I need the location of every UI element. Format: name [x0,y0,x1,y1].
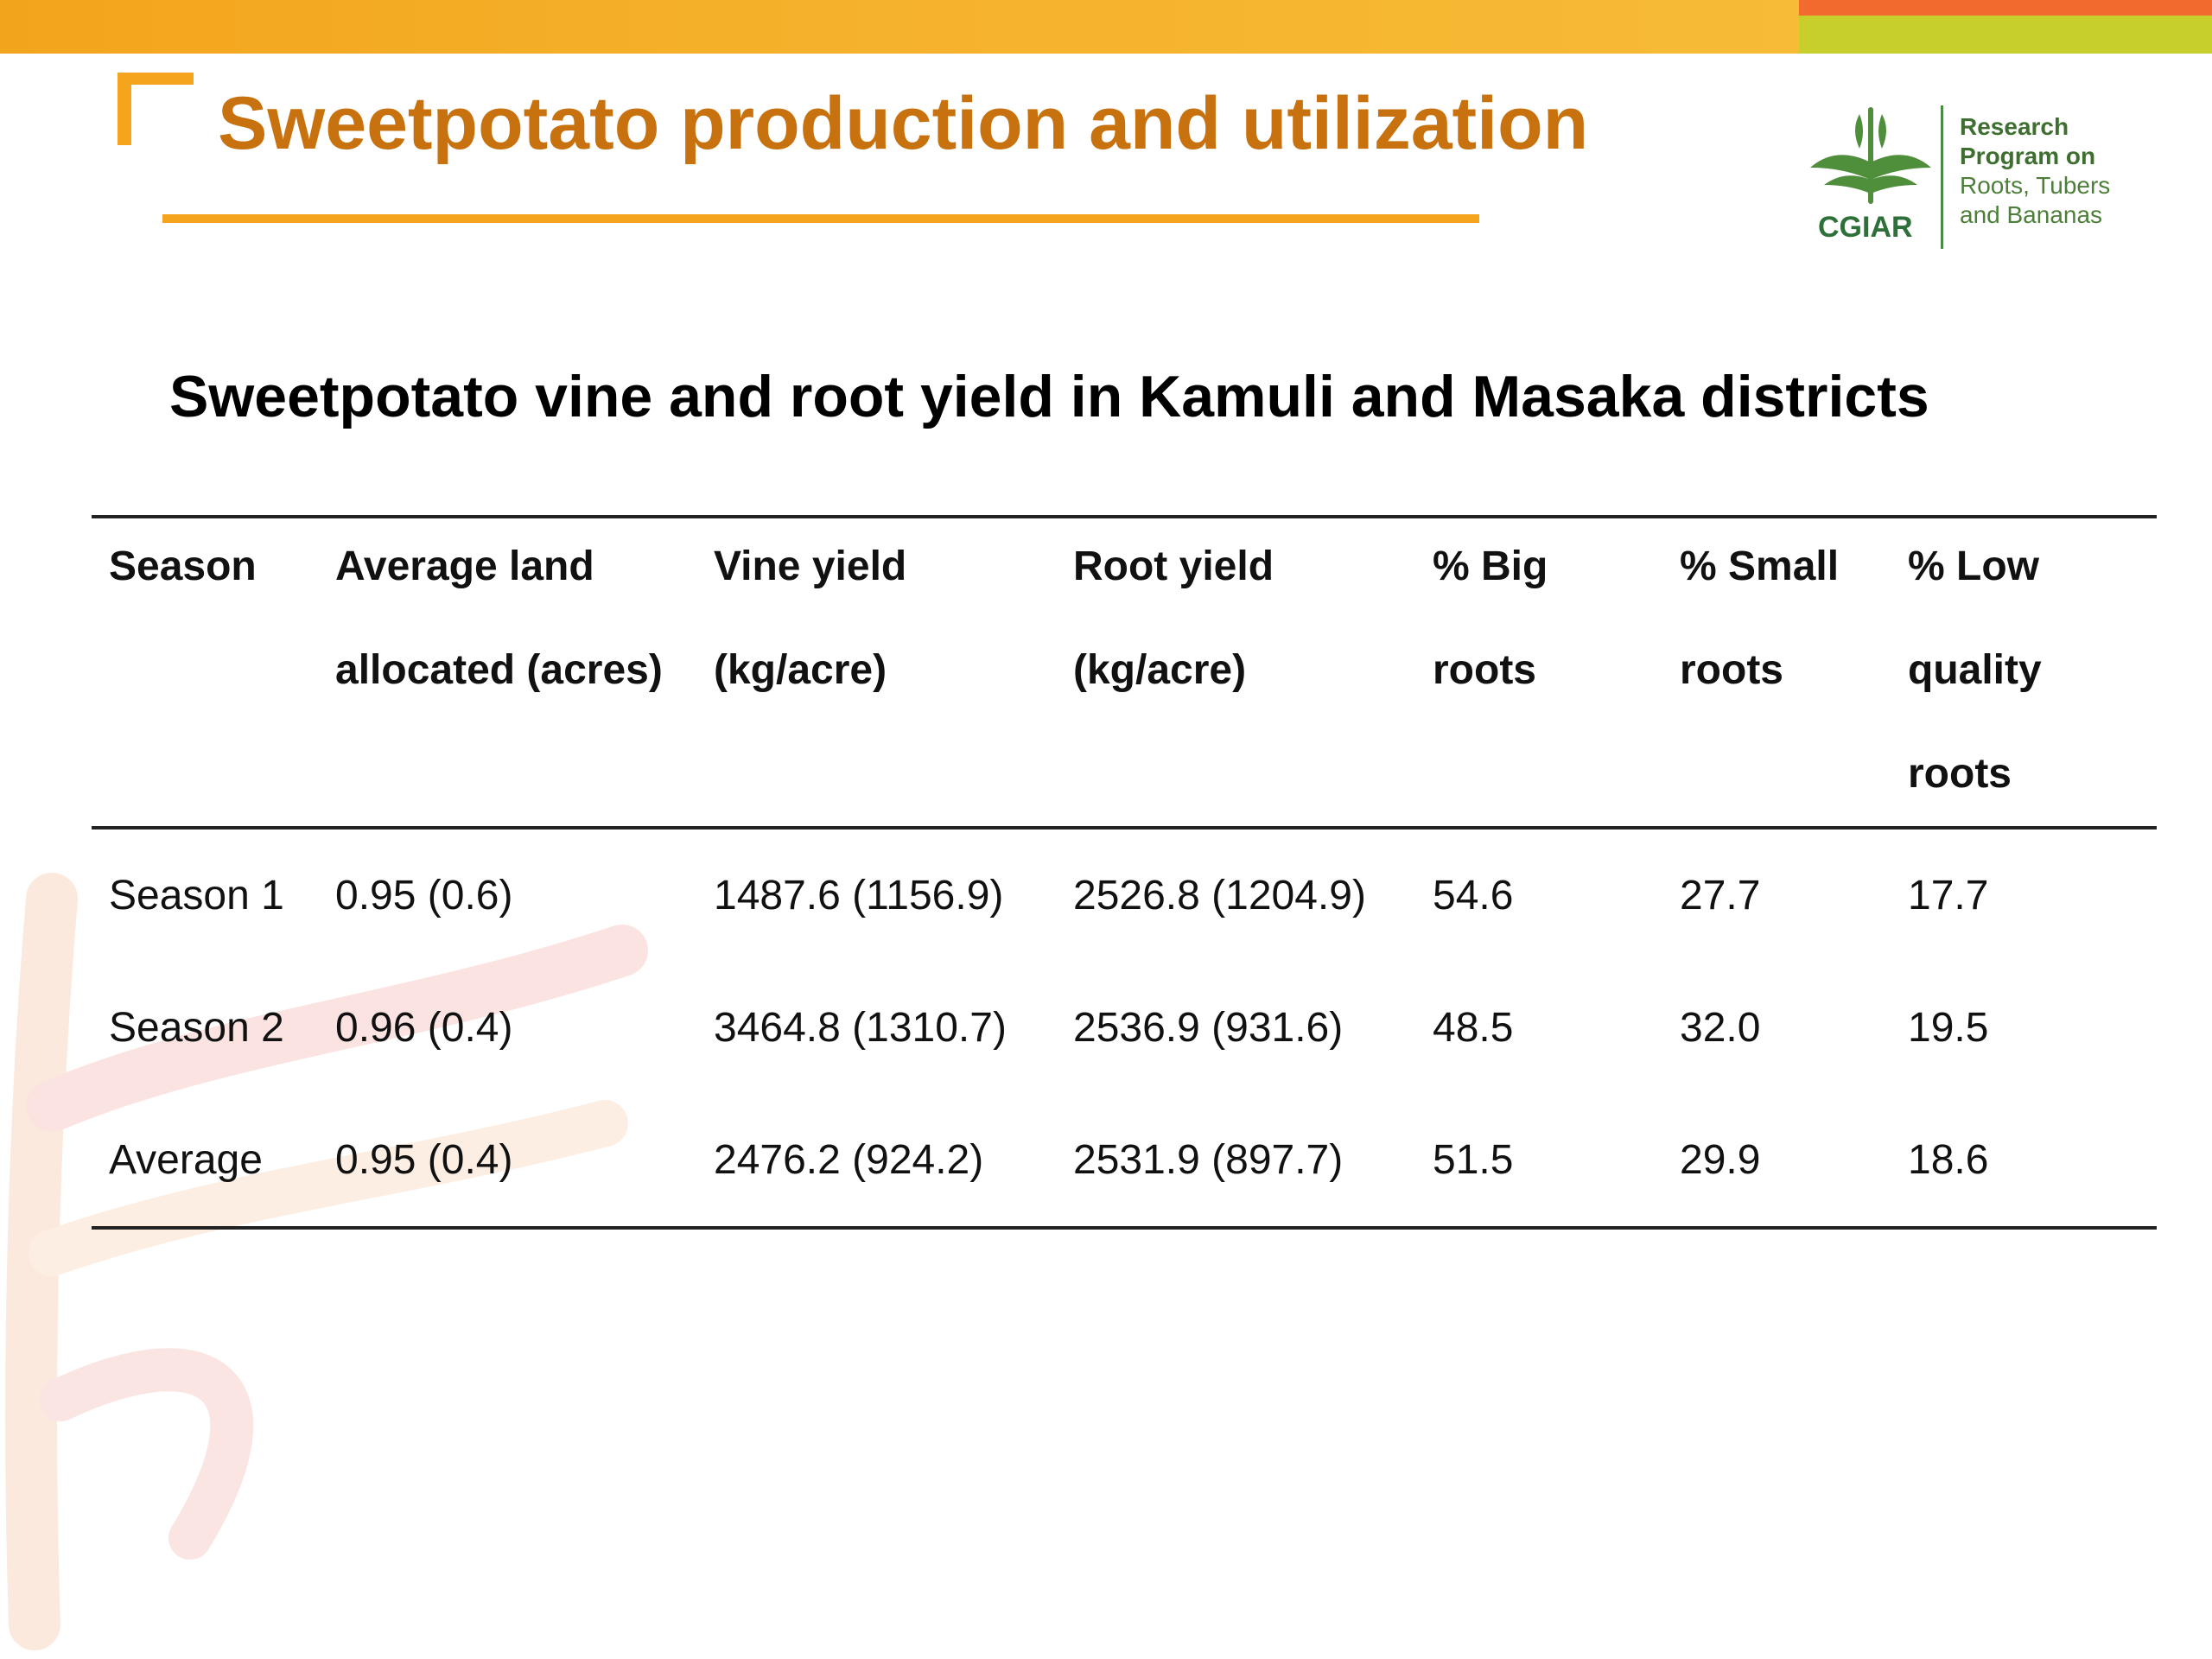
header-line: Root yield [1073,543,1274,589]
header-line: Season [109,543,257,589]
logo-program-line: Research [1960,113,2069,140]
header-vine-yield: Vine yield (kg/acre) [696,517,1056,828]
logo-divider [1941,105,1943,249]
cell-vine-yield: 2476.2 (924.2) [714,1137,984,1183]
top-color-bar [0,0,2212,54]
cell-land: 0.95 (0.4) [335,1137,513,1183]
table-row: Season 2 0.96 (0.4) 3464.8 (1310.7) 2536… [92,962,2157,1094]
cell-small-roots: 32.0 [1680,1005,1761,1051]
header-big-roots: % Big roots [1415,517,1662,828]
logo-program-line: Program on [1960,143,2096,169]
logo-org-name: CGIAR [1818,211,1913,244]
header-line: roots [1680,647,1783,693]
header-line: quality [1908,647,2042,693]
header-line: (kg/acre) [714,647,887,693]
background-watermark [5,873,648,1650]
cell-big-roots: 48.5 [1433,1005,1514,1051]
header-season: Season [92,517,318,828]
cell-root-yield: 2536.9 (931.6) [1073,1005,1344,1051]
cell-small-roots: 27.7 [1680,873,1761,918]
title-underline [162,214,1479,223]
header-line: roots [1433,647,1536,693]
title-bracket-icon [118,73,194,145]
cell-vine-yield: 3464.8 (1310.7) [714,1005,1007,1051]
yield-table: Season Average land allocated (acres) Vi… [92,515,2157,1230]
table-row: Season 1 0.95 (0.6) 1487.6 (1156.9) 2526… [92,828,2157,962]
wheat-leaf-icon [1810,107,1931,204]
cell-vine-yield: 1487.6 (1156.9) [714,873,1004,918]
header-line: Average land [335,543,594,589]
cell-big-roots: 54.6 [1433,873,1514,918]
logo-program-text: Research Program on Roots, Tubers and Ba… [1960,112,2110,230]
top-bar-green [1799,16,2212,54]
logo-program-line: and Bananas [1960,201,2103,228]
cell-root-yield: 2531.9 (897.7) [1073,1137,1344,1183]
header-line: allocated (acres) [335,647,663,693]
slide-title: Sweetpotato production and utilization [218,82,1589,165]
header-root-yield: Root yield (kg/acre) [1056,517,1415,828]
header-average-land: Average land allocated (acres) [318,517,696,828]
table-title: Sweetpotato vine and root yield in Kamul… [169,364,1929,429]
cell-low-quality: 19.5 [1908,1005,1989,1051]
cell-season: Season 2 [109,1005,284,1051]
logo-program-line: Roots, Tubers [1960,172,2111,199]
cell-land: 0.95 (0.6) [335,873,513,918]
header-small-roots: % Small roots [1662,517,1891,828]
header-line: % Small [1680,543,1840,589]
table-header-row: Season Average land allocated (acres) Vi… [92,517,2157,828]
cell-small-roots: 29.9 [1680,1137,1761,1183]
header-line: % Big [1433,543,1548,589]
cgiar-logo: CGIAR Research Program on Roots, Tubers … [1797,102,2160,257]
cell-low-quality: 17.7 [1908,873,1989,918]
cell-season: Season 1 [109,873,284,918]
cell-root-yield: 2526.8 (1204.9) [1073,873,1366,918]
header-low-quality-roots: % Low quality roots [1891,517,2157,828]
cell-land: 0.96 (0.4) [335,1005,513,1051]
cell-big-roots: 51.5 [1433,1137,1514,1183]
top-bar-orange [0,0,1799,54]
header-line: % Low [1908,543,2039,589]
header-line: Vine yield [714,543,907,589]
cell-season: Average [109,1137,263,1183]
cell-low-quality: 18.6 [1908,1137,1989,1183]
table-row: Average 0.95 (0.4) 2476.2 (924.2) 2531.9… [92,1094,2157,1228]
top-bar-red [1799,0,2212,16]
header-line: roots [1908,751,2012,797]
header-line: (kg/acre) [1073,647,1247,693]
